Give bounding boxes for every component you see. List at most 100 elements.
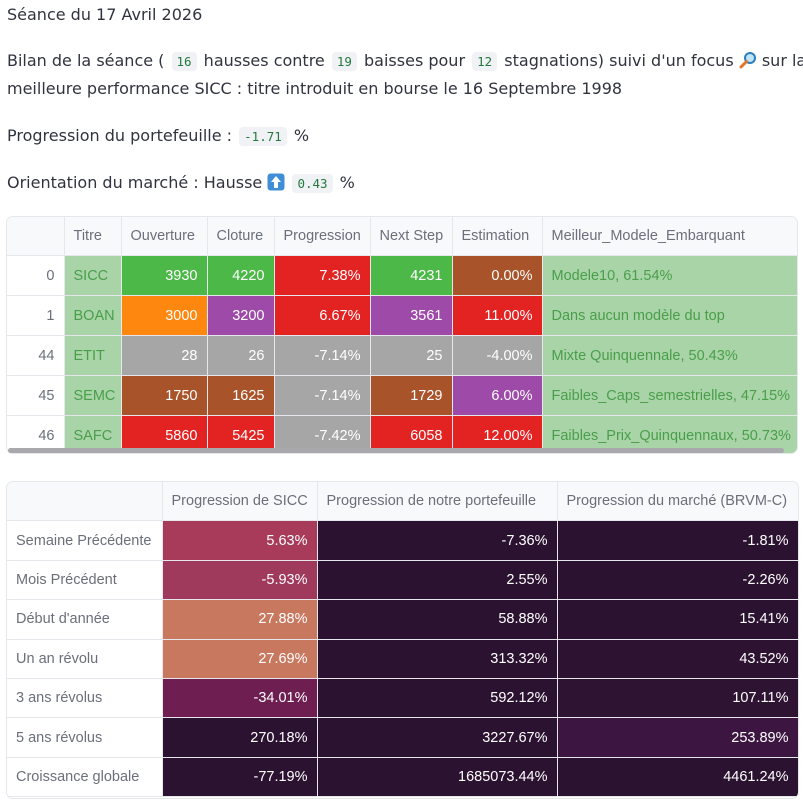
perf-col-header-blank[interactable] [7,482,163,522]
row-label[interactable]: Mois Précédent [7,560,163,601]
row-index[interactable]: 1 [7,295,65,336]
ouverture-cell[interactable]: 5860 [121,415,208,453]
cloture-cell[interactable]: 5425 [207,415,275,453]
stocks-table-frame[interactable]: Titre Ouverture Cloture Progression Next… [6,216,798,454]
market-progression-cell[interactable]: 107.11% [557,678,798,719]
portfolio-progression-cell[interactable]: 3227.67% [317,717,558,758]
sicc-progression-cell[interactable]: 5.63% [162,520,318,561]
cloture-cell[interactable]: 3200 [207,295,275,336]
col-header-progression[interactable]: Progression [274,217,371,256]
table-row: 5 ans révolus 270.18% 3227.67% 253.89% [7,717,798,758]
row-index[interactable]: 0 [7,255,65,296]
table-row: 46 SAFC 5860 5425 -7.42% 6058 12.00% Faibles_Pr… [7,415,797,453]
estimation-cell[interactable]: -4.00% [452,335,543,376]
row-index[interactable]: 46 [7,415,65,453]
col-header-next-step[interactable]: Next Step [370,217,453,256]
portfolio-progression-cell[interactable]: 1685073.44% [317,757,558,798]
col-header-meilleur-modele[interactable]: Meilleur_Modele_Embarquant [542,217,797,256]
row-label[interactable]: 5 ans révolus [7,717,163,758]
sicc-progression-cell[interactable]: -77.19% [162,757,318,798]
cloture-cell[interactable]: 1625 [207,375,275,416]
meilleur-modele-cell[interactable]: Faibles_Caps_semestrielles, 47.15% [542,375,797,416]
portfolio-value: -1.71 [239,127,287,146]
bilan-prefix: Bilan de la séance ( [7,51,165,70]
ouverture-cell[interactable]: 3930 [121,255,208,296]
estimation-cell[interactable]: 12.00% [452,415,543,453]
row-label[interactable]: Début d'année [7,599,163,640]
next-step-cell[interactable]: 1729 [370,375,453,416]
row-index[interactable]: 44 [7,335,65,376]
market-percent: % [339,173,355,192]
progression-cell[interactable]: 7.38% [274,255,371,296]
ouverture-cell[interactable]: 3000 [121,295,208,336]
bilan-line-2: meilleure performance SICC : titre intro… [7,79,623,98]
progression-cell[interactable]: 6.67% [274,295,371,336]
portfolio-progression-cell[interactable]: 58.88% [317,599,558,640]
table-row: 1 BOAN 3000 3200 6.67% 3561 11.00% Dans aucun m… [7,295,797,336]
estimation-cell[interactable]: 6.00% [452,375,543,416]
meilleur-modele-cell[interactable]: Faibles_Prix_Quinquennaux, 50.73% [542,415,797,453]
market-progression-cell[interactable]: 253.89% [557,717,798,758]
progression-cell[interactable]: -7.14% [274,335,371,376]
col-header-index[interactable] [7,217,65,256]
hausses-text: hausses contre [203,51,325,70]
perf-col-header-sicc[interactable]: Progression de SICC [162,482,318,522]
portfolio-progression-cell[interactable]: 592.12% [317,678,558,719]
next-step-cell[interactable]: 25 [370,335,453,376]
row-index[interactable]: 45 [7,375,65,416]
row-label[interactable]: Croissance globale [7,757,163,798]
market-progression-cell[interactable]: 15.41% [557,599,798,640]
estimation-cell[interactable]: 0.00% [452,255,543,296]
cloture-cell[interactable]: 4220 [207,255,275,296]
perf-col-header-marche[interactable]: Progression du marché (BRVM-C) [557,482,798,522]
sicc-progression-cell[interactable]: 27.69% [162,639,318,679]
titre-cell[interactable]: SEMC [64,375,122,416]
portfolio-line: Progression du portefeuille : -1.71 % [7,122,309,151]
perf-header-row: Progression de SICC Progression de notre… [7,482,798,522]
perf-table-frame[interactable]: Progression de SICC Progression de notre… [6,481,799,799]
sicc-progression-cell[interactable]: 27.88% [162,599,318,640]
row-label[interactable]: 3 ans révolus [7,678,163,719]
up-arrow-icon [267,173,285,191]
portfolio-progression-cell[interactable]: 313.32% [317,639,558,679]
market-progression-cell[interactable]: -2.26% [557,560,798,601]
titre-cell[interactable]: ETIT [64,335,122,376]
titre-cell[interactable]: SICC [64,255,122,296]
titre-cell[interactable]: BOAN [64,295,122,336]
table-row: Croissance globale -77.19% 1685073.44% 4461… [7,757,798,798]
baisses-count: 19 [331,52,357,71]
row-label[interactable]: Un an révolu [7,639,163,679]
next-step-cell[interactable]: 4231 [370,255,453,296]
market-progression-cell[interactable]: 4461.24% [557,757,798,798]
sicc-progression-cell[interactable]: -5.93% [162,560,318,601]
next-step-cell[interactable]: 3561 [370,295,453,336]
estimation-cell[interactable]: 11.00% [452,295,543,336]
market-progression-cell[interactable]: -1.81% [557,520,798,561]
titre-cell[interactable]: SAFC [64,415,122,453]
sicc-progression-cell[interactable]: 270.18% [162,717,318,758]
stagnations-count: 12 [472,52,498,71]
col-header-estimation[interactable]: Estimation [452,217,543,256]
performance-table: Progression de SICC Progression de notre… [7,482,798,798]
cloture-cell[interactable]: 26 [207,335,275,376]
progression-cell[interactable]: -7.14% [274,375,371,416]
progression-cell[interactable]: -7.42% [274,415,371,453]
sicc-progression-cell[interactable]: -34.01% [162,678,318,719]
meilleur-modele-cell[interactable]: Dans aucun modèle du top [542,295,797,336]
next-step-cell[interactable]: 6058 [370,415,453,453]
table-row: 45 SEMC 1750 1625 -7.14% 1729 6.00% Faibles_Cap… [7,375,797,416]
horizontal-scrollbar[interactable] [8,448,784,453]
ouverture-cell[interactable]: 1750 [121,375,208,416]
portfolio-progression-cell[interactable]: -7.36% [317,520,558,561]
meilleur-modele-cell[interactable]: Modele10, 61.54% [542,255,797,296]
col-header-cloture[interactable]: Cloture [207,217,275,256]
row-label[interactable]: Semaine Précédente [7,520,163,561]
col-header-ouverture[interactable]: Ouverture [121,217,208,256]
market-value: 0.43 [292,174,333,193]
meilleur-modele-cell[interactable]: Mixte Quinquennale, 50.43% [542,335,797,376]
perf-col-header-portefeuille[interactable]: Progression de notre portefeuille [317,482,558,522]
portfolio-progression-cell[interactable]: 2.55% [317,560,558,601]
market-progression-cell[interactable]: 43.52% [557,639,798,679]
col-header-titre[interactable]: Titre [64,217,122,256]
ouverture-cell[interactable]: 28 [121,335,208,376]
